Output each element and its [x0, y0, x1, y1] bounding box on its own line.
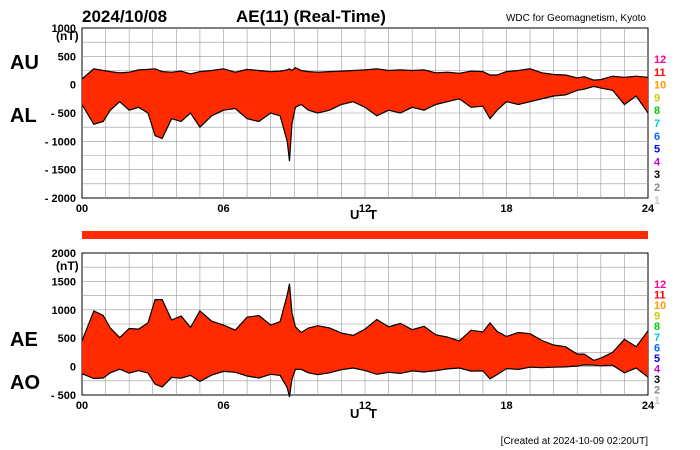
station-number: 4: [654, 363, 661, 375]
y-tick-label: 1000: [52, 305, 76, 317]
plot-date: 2024/10/08: [82, 7, 167, 26]
station-number: 1: [654, 195, 660, 207]
al-label: AL: [10, 105, 37, 127]
y-tick-labels: 1000 500 0 - 500 - 1000 - 1500 - 2000: [45, 23, 76, 205]
station-number: 9: [654, 92, 660, 104]
data-coverage-bar: [82, 231, 648, 239]
station-number: 10: [654, 80, 666, 92]
station-number: 4: [654, 156, 661, 168]
ae-ao-band: [82, 283, 648, 397]
station-number: 5: [654, 144, 660, 156]
x-axis-label: U T: [350, 406, 380, 421]
y-tick-label: 1000: [52, 23, 76, 35]
x-tick-label: 12: [359, 400, 371, 412]
y-unit-label: (nT): [56, 29, 79, 43]
y-tick-label: - 500: [51, 390, 76, 402]
station-number: 7: [654, 118, 660, 130]
station-number: 11: [654, 67, 666, 79]
ae-label: AE: [10, 329, 38, 351]
station-number: 12: [654, 279, 666, 291]
station-number: 6: [654, 131, 660, 143]
station-number: 3: [654, 169, 660, 181]
y-tick-label: - 1000: [45, 136, 76, 148]
y-tick-label: 0: [70, 362, 76, 374]
y-tick-labels: 2000 1500 1000 500 0 - 500: [51, 248, 76, 402]
x-tick-labels: 00 06 12 18 24: [76, 203, 655, 215]
station-number: 6: [654, 342, 660, 354]
station-number: 11: [654, 290, 666, 302]
station-number: 2: [654, 182, 660, 194]
source-credit: WDC for Geomagnetism, Kyoto: [506, 13, 646, 24]
ae-line: [81, 283, 649, 362]
x-tick-label: 24: [642, 400, 655, 412]
al-line: [81, 85, 649, 162]
y-tick-label: 0: [70, 80, 76, 92]
station-number: 5: [654, 353, 660, 365]
au-label: AU: [10, 52, 39, 74]
station-number: 9: [654, 311, 660, 323]
x-tick-label: 06: [217, 203, 229, 215]
station-number: 2: [654, 385, 660, 397]
x-tick-label: 00: [76, 400, 88, 412]
x-tick-label: 18: [500, 203, 512, 215]
x-tick-label: 06: [217, 400, 229, 412]
x-tick-label: 12: [359, 203, 371, 215]
station-number: 10: [654, 300, 666, 312]
y-tick-label: - 500: [51, 108, 76, 120]
y-tick-label: 1500: [52, 276, 76, 288]
station-number: 3: [654, 374, 660, 386]
y-tick-label: 500: [58, 51, 76, 63]
station-number: 12: [654, 54, 666, 66]
x-tick-labels: 00 06 12 18 24: [76, 400, 655, 412]
y-tick-label: - 2000: [45, 193, 76, 205]
ao-line: [81, 364, 649, 398]
y-tick-label: 500: [58, 333, 76, 345]
y-tick-label: - 1500: [45, 165, 76, 177]
plot-title: AE(11) (Real-Time): [236, 7, 386, 26]
x-axis-label: U T: [350, 207, 380, 222]
created-timestamp: [Created at 2024-10-09 02:20UT]: [501, 436, 649, 447]
station-number: 8: [654, 321, 660, 333]
x-tick-label: 18: [500, 400, 512, 412]
x-tick-label: 24: [642, 203, 655, 215]
station-number: 7: [654, 332, 660, 344]
au-line: [81, 66, 649, 81]
y-unit-label: (nT): [56, 259, 79, 273]
station-number: 1: [654, 395, 660, 407]
y-tick-label: 2000: [52, 248, 76, 260]
x-tick-label: 00: [76, 203, 88, 215]
ao-label: AO: [10, 372, 40, 394]
station-number: 8: [654, 105, 660, 117]
au-al-band: [82, 67, 648, 162]
